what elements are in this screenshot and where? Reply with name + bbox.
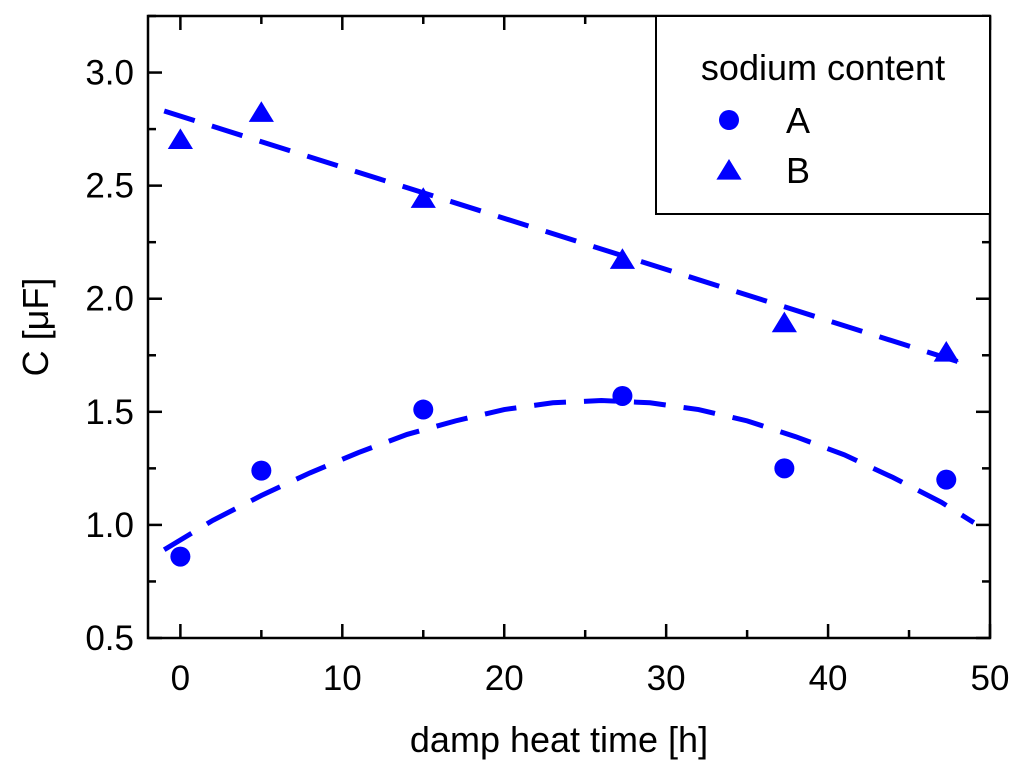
y-tick-label: 0.5 (85, 619, 134, 658)
plot-frame (146, 14, 992, 640)
legend: sodium content A B (655, 15, 991, 215)
data-point-a (413, 399, 434, 420)
fit-line-b (163, 108, 975, 369)
x-tick-label: 0 (171, 659, 190, 698)
y-tick-label: 3.0 (85, 54, 134, 93)
legend-box (655, 15, 991, 215)
x-tick-label: 10 (323, 659, 362, 698)
x-tick-label: 50 (971, 659, 1010, 698)
data-point-b (933, 341, 959, 362)
legend-label-b: B (786, 150, 810, 191)
x-axis-title: damp heat time [h] (410, 719, 708, 760)
y-tick-label: 1.0 (85, 506, 134, 545)
fit-lines (162, 108, 976, 552)
data-point-a (170, 546, 191, 567)
fit-line-a (162, 398, 976, 552)
legend-marker-triangle (716, 159, 742, 180)
y-axis-title: C [μF] (15, 278, 56, 377)
data-points (167, 101, 959, 567)
legend-marker-circle (719, 110, 739, 130)
legend-label-a: A (786, 100, 810, 141)
data-point-b (609, 248, 636, 269)
data-point-b (410, 187, 436, 208)
axes: 0 10 20 30 40 50 0.5 1.0 1.5 2.0 2.5 3.0 (85, 14, 1010, 698)
data-point-b (771, 311, 797, 333)
y-tick-label: 1.5 (85, 393, 134, 432)
x-tick-label: 20 (485, 659, 524, 698)
data-point-a (774, 458, 795, 479)
x-tick-label: 30 (647, 659, 686, 698)
data-point-b (167, 128, 193, 150)
data-point-a (251, 460, 272, 481)
y-tick-label: 2.5 (85, 167, 134, 206)
data-point-a (612, 385, 633, 406)
y-tick-label: 2.0 (85, 280, 134, 319)
legend-title: sodium content (701, 47, 945, 88)
data-point-a (936, 469, 957, 490)
x-tick-label: 40 (809, 659, 848, 698)
data-point-b (248, 101, 274, 122)
